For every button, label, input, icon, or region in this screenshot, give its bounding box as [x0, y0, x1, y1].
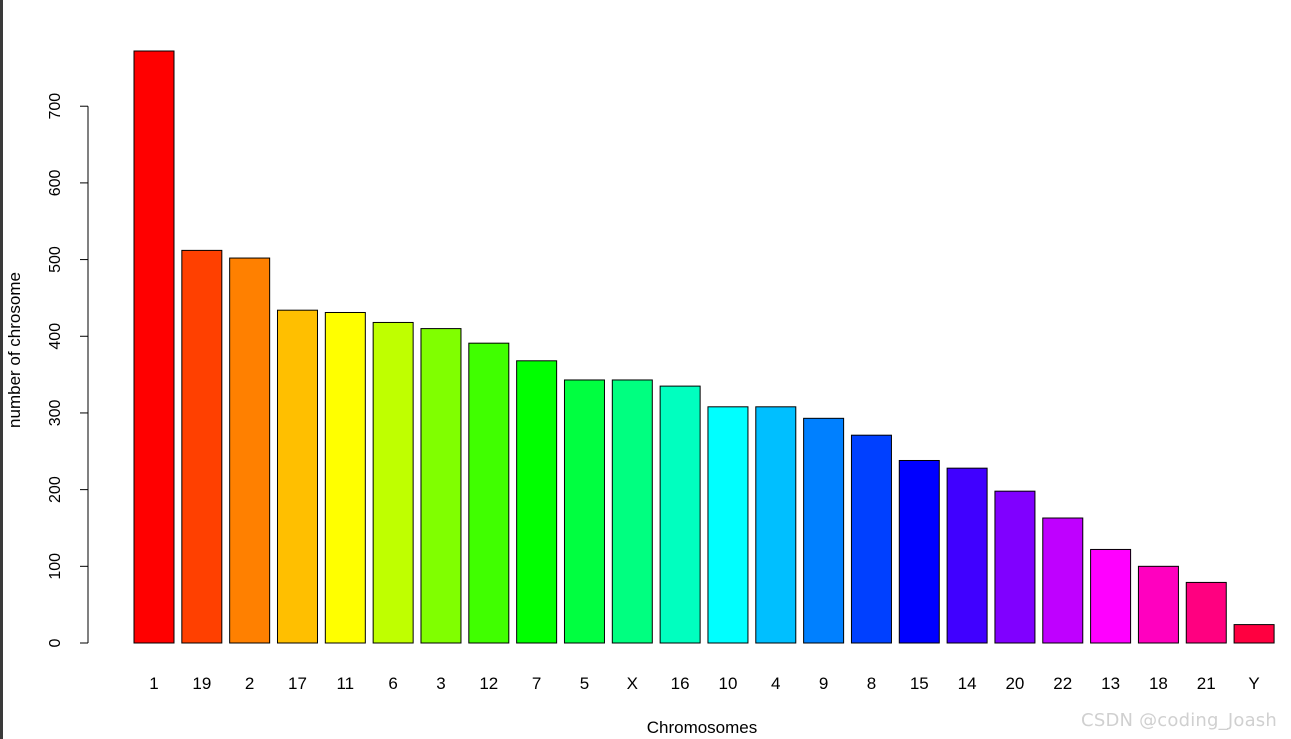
bar-7 — [516, 360, 558, 644]
y-axis-label: number of chrosome — [5, 272, 24, 428]
x-tick-label-7: 7 — [532, 674, 541, 693]
bar-10 — [707, 406, 749, 644]
x-tick-label-19: 19 — [192, 674, 211, 693]
bar-1 — [133, 50, 175, 644]
x-tick-label-Y: Y — [1248, 674, 1259, 693]
x-tick-label-17: 17 — [288, 674, 307, 693]
bar-X — [611, 379, 653, 644]
bar-17 — [276, 309, 318, 644]
bar-3 — [420, 328, 462, 644]
y-tick-label: 700 — [47, 93, 64, 120]
bar-22 — [1042, 517, 1084, 644]
x-tick-label-18: 18 — [1149, 674, 1168, 693]
bar-4 — [755, 406, 797, 644]
bar-20 — [994, 490, 1036, 644]
x-tick-label-21: 21 — [1197, 674, 1216, 693]
bar-9 — [803, 417, 845, 644]
y-tick-label: 400 — [47, 323, 64, 350]
y-tick-label: 500 — [47, 246, 64, 273]
x-tick-label-15: 15 — [910, 674, 929, 693]
x-tick-label-6: 6 — [388, 674, 397, 693]
bar-2 — [229, 257, 271, 644]
x-axis-label: Chromosomes — [647, 718, 758, 737]
x-tick-label-X: X — [627, 674, 638, 693]
bar-16 — [659, 385, 701, 644]
x-tick-label-20: 20 — [1005, 674, 1024, 693]
bar-15 — [898, 459, 940, 644]
left-border — [0, 0, 3, 739]
bar-Y — [1233, 624, 1275, 644]
bar-18 — [1137, 565, 1179, 644]
x-tick-label-3: 3 — [436, 674, 445, 693]
y-tick-label: 300 — [47, 400, 64, 427]
x-tick-label-11: 11 — [336, 674, 354, 693]
x-tick-label-13: 13 — [1101, 674, 1120, 693]
y-tick-label: 200 — [47, 476, 64, 503]
x-tick-label-5: 5 — [580, 674, 589, 693]
bar-21 — [1185, 581, 1227, 644]
bar-6 — [372, 321, 414, 644]
bar-11 — [324, 311, 366, 644]
bar-14 — [946, 467, 988, 644]
x-tick-label-9: 9 — [819, 674, 828, 693]
y-tick-label: 0 — [47, 638, 64, 647]
bar-19 — [181, 249, 223, 644]
y-axis: 0 100 200 300 400 500 600 700 — [47, 93, 89, 647]
bars — [133, 50, 1275, 644]
x-tick-label-2: 2 — [245, 674, 254, 693]
x-tick-label-22: 22 — [1053, 674, 1072, 693]
watermark: CSDN @coding_Joash — [1081, 710, 1277, 731]
x-tick-label-1: 1 — [149, 674, 158, 693]
x-tick-label-4: 4 — [771, 674, 780, 693]
y-tick-label: 600 — [47, 169, 64, 196]
bar-8 — [850, 434, 892, 644]
x-tick-label-12: 12 — [479, 674, 498, 693]
x-tick-label-10: 10 — [718, 674, 737, 693]
x-tick-label-14: 14 — [958, 674, 977, 693]
x-tick-label-8: 8 — [867, 674, 876, 693]
y-tick-label: 100 — [47, 553, 64, 580]
bar-12 — [468, 342, 510, 644]
x-tick-label-16: 16 — [671, 674, 690, 693]
bar-13 — [1090, 548, 1132, 644]
x-tick-labels: 1 19 2 17 11 6 3 12 7 5 X 16 10 4 9 8 15 14 20 22 13 18 21 Y — [149, 674, 1259, 693]
bar-5 — [563, 379, 605, 644]
